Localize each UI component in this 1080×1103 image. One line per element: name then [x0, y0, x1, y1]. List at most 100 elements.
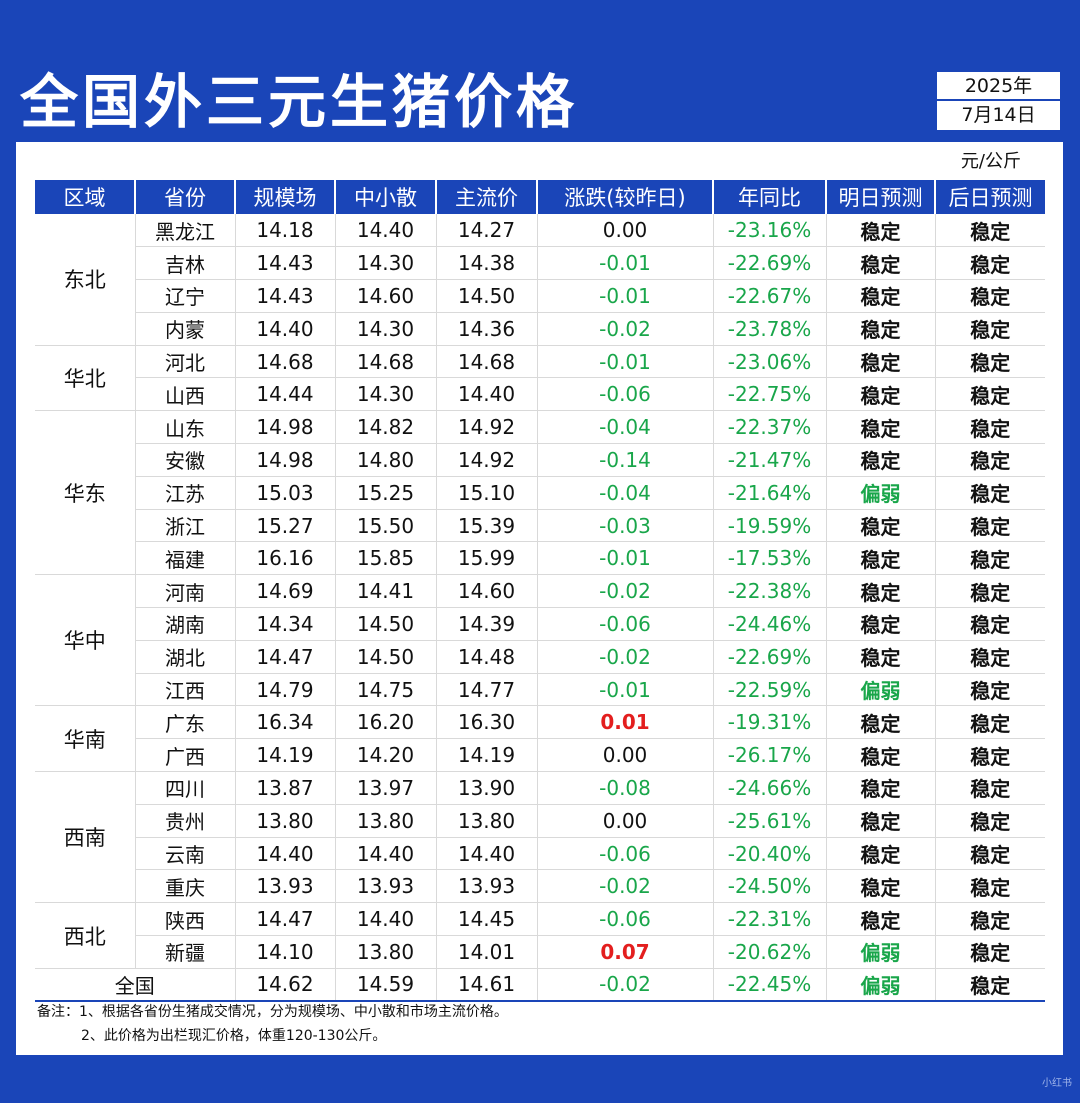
main-price-cell: 14.39: [436, 607, 538, 641]
yoy-cell: -22.67%: [713, 279, 827, 313]
province-cell: 内蒙: [135, 312, 236, 346]
change-cell: 0.00: [537, 804, 714, 838]
column-header: 后日预测: [935, 180, 1045, 214]
small-farm-price-cell: 13.80: [335, 804, 437, 838]
column-header: 中小散: [335, 180, 437, 214]
province-cell: 江西: [135, 673, 236, 707]
province-cell: 辽宁: [135, 279, 236, 313]
tomorrow-forecast-cell: 稳定: [826, 902, 936, 937]
table-row: 辽宁 14.43 14.60 14.50 -0.01 -22.67% 稳定 稳定: [35, 279, 1045, 313]
table-row: 华东 山东 14.98 14.82 14.92 -0.04 -22.37% 稳定 稳定: [35, 410, 1045, 576]
notes: 备注：1、根据各省份生猪成交情况，分为规模场、中小散和市场主流价格。 2、此价格…: [37, 1000, 508, 1048]
province-cell: 四川: [135, 771, 236, 805]
page-title: 全国外三元生猪价格: [20, 68, 579, 136]
change-cell: -0.01: [537, 673, 714, 707]
yoy-cell: -24.46%: [713, 607, 827, 641]
large-farm-price-cell: 14.98: [235, 410, 336, 445]
main-price-cell: 14.36: [436, 312, 538, 346]
watermark: 小红书: [1042, 1078, 1072, 1089]
day-after-forecast-cell: 稳定: [935, 541, 1045, 576]
day-after-forecast-cell: 稳定: [935, 312, 1045, 346]
day-after-forecast-cell: 稳定: [935, 574, 1045, 609]
yoy-cell: -20.62%: [713, 935, 827, 969]
day-after-forecast-cell: 稳定: [935, 804, 1045, 838]
small-farm-price-cell: 14.30: [335, 246, 437, 281]
tomorrow-forecast-cell: 稳定: [826, 771, 936, 805]
large-farm-price-cell: 14.34: [235, 607, 336, 641]
table-row: 山西 14.44 14.30 14.40 -0.06 -22.75% 稳定 稳定: [35, 377, 1045, 412]
yoy-cell: -17.53%: [713, 541, 827, 576]
table-row: 湖南 14.34 14.50 14.39 -0.06 -24.46% 稳定 稳定: [35, 607, 1045, 641]
day-after-forecast-cell: 稳定: [935, 968, 1045, 1003]
yoy-cell: -22.75%: [713, 377, 827, 412]
national-row: 全国 14.62 14.59 14.61 -0.02 -22.45% 偏弱 稳定: [35, 968, 1045, 1003]
column-header: 规模场: [235, 180, 336, 214]
yoy-cell: -22.69%: [713, 640, 827, 674]
small-farm-price-cell: 16.20: [335, 705, 437, 740]
main-price-cell: 14.40: [436, 377, 538, 412]
small-farm-price-cell: 14.80: [335, 443, 437, 477]
large-farm-price-cell: 15.27: [235, 509, 336, 543]
day-after-forecast-cell: 稳定: [935, 673, 1045, 707]
large-farm-price-cell: 13.87: [235, 771, 336, 805]
change-cell: -0.06: [537, 837, 714, 871]
change-cell: -0.01: [537, 345, 714, 379]
day-after-forecast-cell: 稳定: [935, 279, 1045, 313]
province-cell: 吉林: [135, 246, 236, 281]
tomorrow-forecast-cell: 稳定: [826, 607, 936, 641]
small-farm-price-cell: 15.50: [335, 509, 437, 543]
yoy-cell: -25.61%: [713, 804, 827, 838]
small-farm-price-cell: 14.40: [335, 837, 437, 871]
province-cell: 河北: [135, 345, 236, 379]
small-farm-price-cell: 14.68: [335, 345, 437, 379]
large-farm-price-cell: 14.62: [235, 968, 336, 1003]
region-cell: 东北: [35, 214, 136, 346]
change-cell: -0.08: [537, 771, 714, 805]
main-price-cell: 14.77: [436, 673, 538, 707]
main-price-cell: 15.99: [436, 541, 538, 576]
large-farm-price-cell: 14.69: [235, 574, 336, 609]
tomorrow-forecast-cell: 偏弱: [826, 968, 936, 1003]
tomorrow-forecast-cell: 稳定: [826, 804, 936, 838]
price-table: 区域 省份 规模场 中小散 主流价 涨跌(较昨日) 年同比 明日预测 后日预测 东北 黑龙江 14.…: [35, 180, 1045, 1003]
day-after-forecast-cell: 稳定: [935, 738, 1045, 773]
region-cell: 华东: [35, 410, 136, 576]
table-row: 云南 14.40 14.40 14.40 -0.06 -20.40% 稳定 稳定: [35, 837, 1045, 871]
province-cell: 重庆: [135, 869, 236, 904]
tomorrow-forecast-cell: 稳定: [826, 410, 936, 445]
main-price-cell: 14.68: [436, 345, 538, 379]
tomorrow-forecast-cell: 稳定: [826, 312, 936, 346]
tomorrow-forecast-cell: 稳定: [826, 377, 936, 412]
day-after-forecast-cell: 稳定: [935, 869, 1045, 904]
small-farm-price-cell: 14.82: [335, 410, 437, 445]
table-row: 华南 广东 16.34 16.20 16.30 0.01 -19.31% 稳定 稳定: [35, 705, 1045, 773]
change-cell: -0.06: [537, 607, 714, 641]
small-farm-price-cell: 13.93: [335, 869, 437, 904]
yoy-cell: -21.64%: [713, 476, 827, 510]
small-farm-price-cell: 13.80: [335, 935, 437, 969]
main-price-cell: 15.39: [436, 509, 538, 543]
tomorrow-forecast-cell: 稳定: [826, 443, 936, 477]
main-price-cell: 14.01: [436, 935, 538, 969]
small-farm-price-cell: 14.60: [335, 279, 437, 313]
large-farm-price-cell: 14.68: [235, 345, 336, 379]
large-farm-price-cell: 16.16: [235, 541, 336, 576]
date-year: 2025年: [937, 72, 1060, 101]
date-box: 2025年 7月14日: [935, 70, 1062, 132]
small-farm-price-cell: 14.40: [335, 902, 437, 937]
province-cell: 湖北: [135, 640, 236, 674]
table-row: 东北 黑龙江 14.18 14.40 14.27 0.00 -23.16% 稳定 稳定: [35, 214, 1045, 346]
national-label: 全国: [35, 968, 236, 1003]
province-cell: 浙江: [135, 509, 236, 543]
tomorrow-forecast-cell: 稳定: [826, 279, 936, 313]
small-farm-price-cell: 14.20: [335, 738, 437, 773]
large-farm-price-cell: 14.47: [235, 902, 336, 937]
day-after-forecast-cell: 稳定: [935, 705, 1045, 740]
main-price-cell: 14.40: [436, 837, 538, 871]
yoy-cell: -19.31%: [713, 705, 827, 740]
main-price-cell: 13.80: [436, 804, 538, 838]
large-farm-price-cell: 13.93: [235, 869, 336, 904]
yoy-cell: -22.37%: [713, 410, 827, 445]
province-cell: 河南: [135, 574, 236, 609]
table-header-row: 区域 省份 规模场 中小散 主流价 涨跌(较昨日) 年同比 明日预测 后日预测: [35, 180, 1045, 214]
